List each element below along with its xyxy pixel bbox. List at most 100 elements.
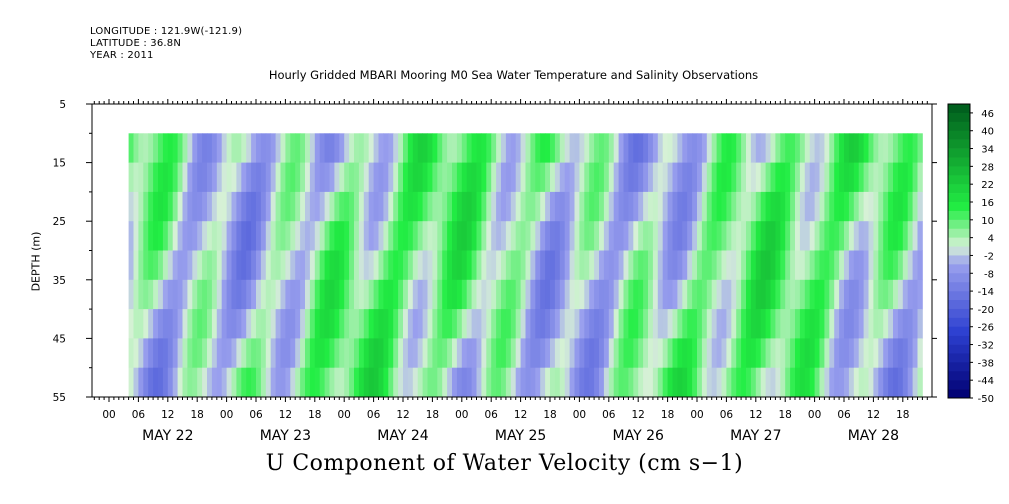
- heatmap-cell: [638, 162, 644, 193]
- heatmap-cell: [667, 309, 673, 339]
- heatmap-cell: [530, 133, 536, 163]
- heatmap-cell: [540, 162, 546, 193]
- heatmap-cell: [893, 309, 899, 339]
- heatmap-cell: [795, 279, 801, 310]
- heatmap-cell: [844, 162, 850, 193]
- heatmap-cell: [819, 279, 825, 310]
- heatmap-cell: [226, 367, 232, 398]
- heatmap-cell: [662, 221, 668, 251]
- colorbar-segment: [948, 148, 970, 158]
- heatmap-cell: [530, 309, 536, 339]
- heatmap-cell: [260, 191, 267, 222]
- heatmap-cell: [579, 221, 585, 251]
- heatmap-cell: [256, 221, 262, 251]
- heatmap-cell: [466, 221, 472, 251]
- heatmap-cell: [300, 221, 306, 251]
- heatmap-cell: [530, 221, 536, 251]
- heatmap-cell: [589, 191, 595, 222]
- heatmap-cell: [226, 133, 232, 163]
- heatmap-cell: [608, 367, 615, 398]
- heatmap-cell: [197, 250, 203, 281]
- heatmap-cell: [902, 250, 909, 281]
- heatmap-cell: [476, 338, 482, 369]
- heatmap-cell: [829, 191, 835, 222]
- heatmap-cell: [496, 191, 502, 222]
- heatmap-cell: [682, 191, 688, 222]
- heatmap-cell: [672, 191, 678, 222]
- heatmap-cell: [824, 133, 830, 163]
- heatmap-cell: [716, 221, 722, 251]
- heatmap-cell: [505, 279, 512, 310]
- heatmap-cell: [755, 221, 762, 251]
- heatmap-cell: [182, 279, 188, 310]
- heatmap-cell: [491, 162, 497, 193]
- heatmap-cell: [721, 279, 727, 310]
- heatmap-cell: [422, 133, 428, 163]
- heatmap-cell: [349, 191, 355, 222]
- heatmap-cell: [633, 309, 639, 339]
- heatmap-cell: [711, 221, 717, 251]
- heatmap-cell: [305, 250, 311, 281]
- heatmap-cell: [393, 279, 399, 310]
- heatmap-cell: [834, 162, 840, 193]
- heatmap-cell: [726, 221, 732, 251]
- heatmap-cell: [349, 338, 355, 369]
- heatmap-cell: [873, 133, 879, 163]
- heatmap-cell: [878, 221, 884, 251]
- heatmap-cell: [584, 191, 590, 222]
- heatmap-cell: [319, 162, 325, 193]
- heatmap-cell: [834, 309, 840, 339]
- heatmap-cell: [687, 221, 693, 251]
- heatmap-cell: [505, 309, 512, 339]
- heatmap-cell: [706, 133, 713, 163]
- heatmap-cell: [407, 367, 414, 398]
- heatmap-cell: [858, 279, 864, 310]
- heatmap-cell: [256, 250, 262, 281]
- heatmap-cell: [731, 279, 737, 310]
- heatmap-cell: [368, 309, 374, 339]
- heatmap-cell: [476, 250, 482, 281]
- heatmap-cell: [785, 279, 791, 310]
- heatmap-cell: [314, 133, 321, 163]
- heatmap-cell: [231, 191, 237, 222]
- heatmap-cell: [721, 191, 727, 222]
- heatmap-cell: [633, 279, 639, 310]
- heatmap-cell: [182, 250, 188, 281]
- heatmap-cell: [295, 133, 301, 163]
- heatmap-cell: [893, 279, 899, 310]
- heatmap-cell: [613, 221, 619, 251]
- heatmap-cell: [309, 133, 316, 163]
- heatmap-cell: [613, 367, 619, 398]
- colorbar-label: 10: [981, 216, 994, 227]
- heatmap-cell: [883, 338, 889, 369]
- heatmap-cell: [339, 279, 345, 310]
- heatmap-cell: [256, 133, 262, 163]
- heatmap-cell: [559, 133, 566, 163]
- heatmap-cell: [236, 191, 242, 222]
- heatmap-cell: [241, 191, 247, 222]
- heatmap-cell: [731, 367, 737, 398]
- heatmap-cell: [138, 338, 144, 369]
- y-tick-label: 35: [53, 275, 66, 287]
- heatmap-cell: [706, 309, 713, 339]
- heatmap-cell: [853, 338, 860, 369]
- heatmap-cell: [599, 133, 605, 163]
- heatmap-cell: [265, 162, 272, 193]
- heatmap-cell: [207, 162, 213, 193]
- heatmap-cell: [726, 191, 732, 222]
- heatmap-cell: [888, 338, 894, 369]
- heatmap-cell: [868, 221, 874, 251]
- heatmap-cell: [192, 191, 198, 222]
- heatmap-cell: [256, 279, 262, 310]
- heatmap-cell: [329, 250, 335, 281]
- heatmap-cell: [721, 338, 727, 369]
- heatmap-cell: [618, 162, 624, 193]
- heatmap-cell: [182, 309, 188, 339]
- heatmap-cell: [814, 133, 820, 163]
- heatmap-cell: [554, 250, 561, 281]
- heatmap-cell: [324, 133, 330, 163]
- heatmap-cell: [256, 309, 262, 339]
- heatmap-cell: [305, 221, 311, 251]
- heatmap-cell: [785, 367, 791, 398]
- heatmap-cell: [172, 133, 178, 163]
